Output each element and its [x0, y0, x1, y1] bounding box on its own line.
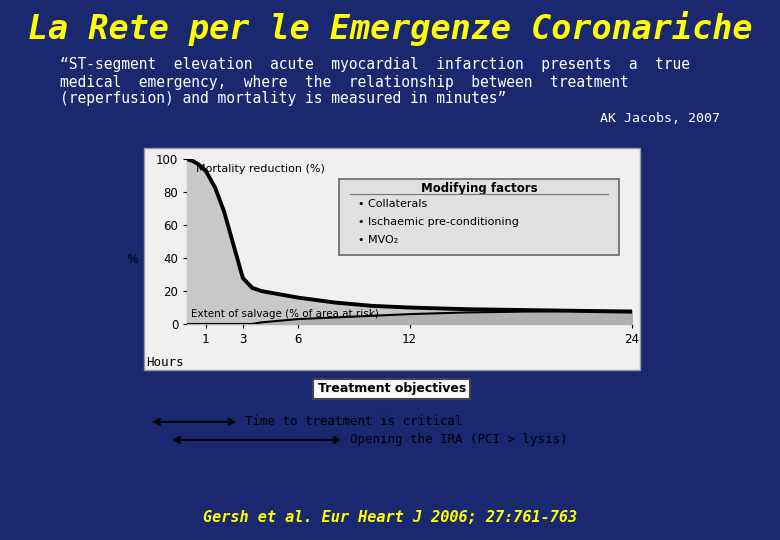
Text: • Collaterals: • Collaterals [357, 199, 427, 209]
Text: AK Jacobs, 2007: AK Jacobs, 2007 [600, 111, 720, 125]
Text: • Ischaemic pre-conditioning: • Ischaemic pre-conditioning [357, 217, 519, 227]
Text: Treatment objectives: Treatment objectives [317, 382, 466, 395]
FancyBboxPatch shape [314, 379, 470, 399]
FancyBboxPatch shape [339, 179, 619, 255]
Text: Opening the IRA (PCI > lysis): Opening the IRA (PCI > lysis) [350, 434, 568, 447]
Text: Modifying factors: Modifying factors [420, 183, 537, 195]
Bar [144, 148, 640, 370]
Text: medical  emergency,  where  the  relationship  between  treatment: medical emergency, where the relationshi… [60, 75, 629, 90]
Text: • MVO₂: • MVO₂ [357, 235, 398, 245]
Text: Extent of salvage (% of area at risk): Extent of salvage (% of area at risk) [191, 309, 379, 319]
Text: Hours: Hours [147, 356, 184, 369]
Text: Mortality reduction (%): Mortality reduction (%) [197, 164, 325, 174]
Text: %: % [126, 253, 138, 266]
Text: “ST-segment  elevation  acute  myocardial  infarction  presents  a  true: “ST-segment elevation acute myocardial i… [60, 57, 690, 72]
Text: Time to treatment is critical: Time to treatment is critical [245, 415, 463, 428]
Text: (reperfusion) and mortality is measured in minutes”: (reperfusion) and mortality is measured … [60, 91, 506, 106]
Text: Gersh et al. Eur Heart J 2006; 27:761-763: Gersh et al. Eur Heart J 2006; 27:761-76… [203, 510, 577, 525]
Text: La Rete per le Emergenze Coronariche: La Rete per le Emergenze Coronariche [28, 10, 752, 45]
